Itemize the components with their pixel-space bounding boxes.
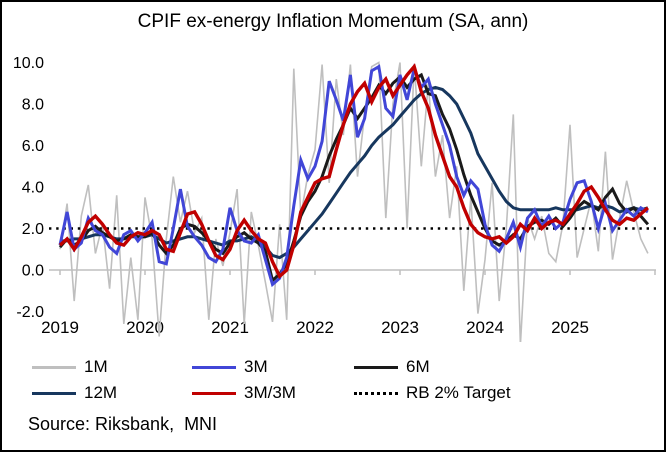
legend-item-12m: 12M <box>32 383 192 403</box>
legend-item-rb-2-target: RB 2% Target <box>354 383 658 403</box>
chart-plot: 2019 2020 2021 2022 2023 2024 2025 10.0 8.0 6.0 4.… <box>13 55 656 342</box>
y-axis-label: -2.0 <box>16 304 44 321</box>
y-axis-label: 0.0 <box>22 263 44 280</box>
legend-label: 6M <box>406 357 430 376</box>
x-axis-label: 2021 <box>211 318 249 337</box>
legend-item-3m-3m: 3M/3M <box>192 383 354 403</box>
legend-item-3m: 3M <box>192 357 354 377</box>
x-axis-label: 2020 <box>126 318 164 337</box>
chart-legend: 1M 3M 6M 12M 3M/3M RB 2% Target <box>32 354 658 406</box>
legend-label: RB 2% Target <box>406 383 511 402</box>
y-axis-label: 10.0 <box>13 55 44 72</box>
x-axis-label: 2023 <box>381 318 419 337</box>
legend-label: 1M <box>84 357 108 376</box>
y-axis-label: 8.0 <box>22 97 44 114</box>
y-axis-label: 6.0 <box>22 138 44 155</box>
line-swatch-icon <box>32 365 76 369</box>
x-axis-label: 2025 <box>551 318 589 337</box>
line-swatch-icon <box>354 365 398 369</box>
legend-label: 3M/3M <box>244 383 296 402</box>
x-axis-label: 2019 <box>41 318 79 337</box>
y-axis-label: 4.0 <box>22 180 44 197</box>
y-axis-label: 2.0 <box>22 221 44 238</box>
x-axis-label: 2022 <box>296 318 334 337</box>
line-swatch-icon <box>192 391 236 395</box>
legend-label: 12M <box>84 383 118 402</box>
legend-label: 3M <box>244 357 268 376</box>
dotted-line-swatch-icon <box>354 391 398 395</box>
line-swatch-icon <box>32 391 76 395</box>
series-line-12m <box>60 85 649 260</box>
legend-item-1m: 1M <box>32 357 192 377</box>
source-note: Source: Riksbank, MNI <box>28 414 218 434</box>
series-line-3m-3m <box>58 63 650 279</box>
x-axis-label: 2024 <box>466 318 504 337</box>
series-line-1m <box>59 61 649 342</box>
legend-item-6m: 6M <box>354 357 658 377</box>
line-swatch-icon <box>192 365 236 369</box>
chart-title: CPIF ex-energy Inflation Momentum (SA, a… <box>137 11 529 32</box>
series-line-3m <box>58 63 649 288</box>
